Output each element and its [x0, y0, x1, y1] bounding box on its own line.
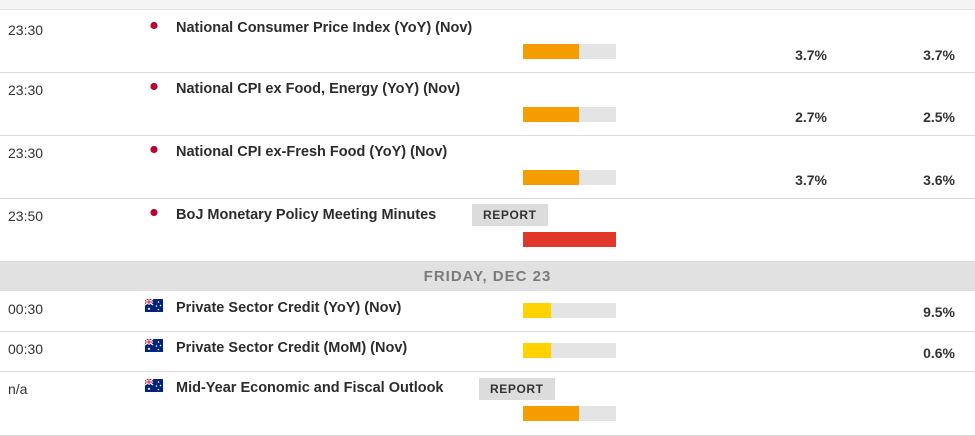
japan-flag-icon: [145, 206, 163, 219]
impact-fill: [523, 343, 551, 358]
japan-flag-icon: [145, 143, 163, 156]
event-row[interactable]: 23:30 National CPI ex Food, Energy (YoY)…: [0, 73, 975, 136]
event-time: 23:30: [8, 22, 44, 38]
impact-bar: [523, 406, 616, 421]
event-title[interactable]: BoJ Monetary Policy Meeting Minutes: [176, 207, 437, 223]
event-row[interactable]: 23:50 BoJ Monetary Policy Meeting Minute…: [0, 199, 975, 262]
event-row[interactable]: 00:30 Private Sector Credit (YoY) (Nov) …: [0, 291, 975, 332]
event-time: 23:30: [8, 145, 44, 161]
impact-bar: [523, 303, 616, 318]
impact-bar: [523, 343, 616, 358]
impact-fill: [523, 107, 579, 122]
forecast-value: 3.7%: [795, 47, 827, 63]
event-row[interactable]: n/a Mid-Year Economic and Fiscal Outlook…: [0, 372, 975, 436]
event-time: 23:30: [8, 82, 44, 98]
event-row[interactable]: 23:30 National Consumer Price Index (YoY…: [0, 10, 975, 73]
event-time: n/a: [8, 381, 28, 397]
event-title[interactable]: Mid-Year Economic and Fiscal Outlook: [176, 380, 444, 396]
japan-flag-icon: [145, 19, 163, 32]
impact-bar: [523, 107, 616, 122]
event-time: 00:30: [8, 341, 44, 357]
japan-flag-icon: [145, 80, 163, 93]
event-title[interactable]: National CPI ex-Fresh Food (YoY) (Nov): [176, 144, 448, 160]
impact-bar: [523, 44, 616, 59]
previous-value: 9.5%: [923, 304, 955, 320]
event-title[interactable]: Private Sector Credit (YoY) (Nov): [176, 300, 402, 316]
impact-fill: [523, 44, 579, 59]
report-button[interactable]: REPORT: [479, 378, 555, 400]
impact-bar: [523, 170, 616, 185]
impact-fill: [523, 232, 616, 247]
report-button[interactable]: REPORT: [472, 204, 548, 226]
day-header: FRIDAY, DEC 23: [0, 262, 975, 291]
impact-bar: [523, 232, 616, 247]
forecast-value: 2.7%: [795, 109, 827, 125]
impact-fill: [523, 170, 579, 185]
event-title[interactable]: National Consumer Price Index (YoY) (Nov…: [176, 20, 473, 36]
australia-flag-icon: [145, 299, 163, 312]
event-row[interactable]: 00:30 Private Sector Credit (MoM) (Nov) …: [0, 332, 975, 372]
impact-fill: [523, 303, 551, 318]
australia-flag-icon: [145, 379, 163, 392]
australia-flag-icon: [145, 339, 163, 352]
previous-row-edge: [0, 0, 975, 10]
impact-fill: [523, 406, 579, 421]
previous-value: 3.7%: [923, 47, 955, 63]
forecast-value: 3.7%: [795, 172, 827, 188]
event-title[interactable]: National CPI ex Food, Energy (YoY) (Nov): [176, 81, 461, 97]
event-title[interactable]: Private Sector Credit (MoM) (Nov): [176, 340, 408, 356]
previous-value: 3.6%: [923, 172, 955, 188]
previous-value: 0.6%: [923, 345, 955, 361]
event-row[interactable]: 23:30 National CPI ex-Fresh Food (YoY) (…: [0, 136, 975, 199]
event-time: 00:30: [8, 301, 44, 317]
event-time: 23:50: [8, 208, 44, 224]
previous-value: 2.5%: [923, 109, 955, 125]
